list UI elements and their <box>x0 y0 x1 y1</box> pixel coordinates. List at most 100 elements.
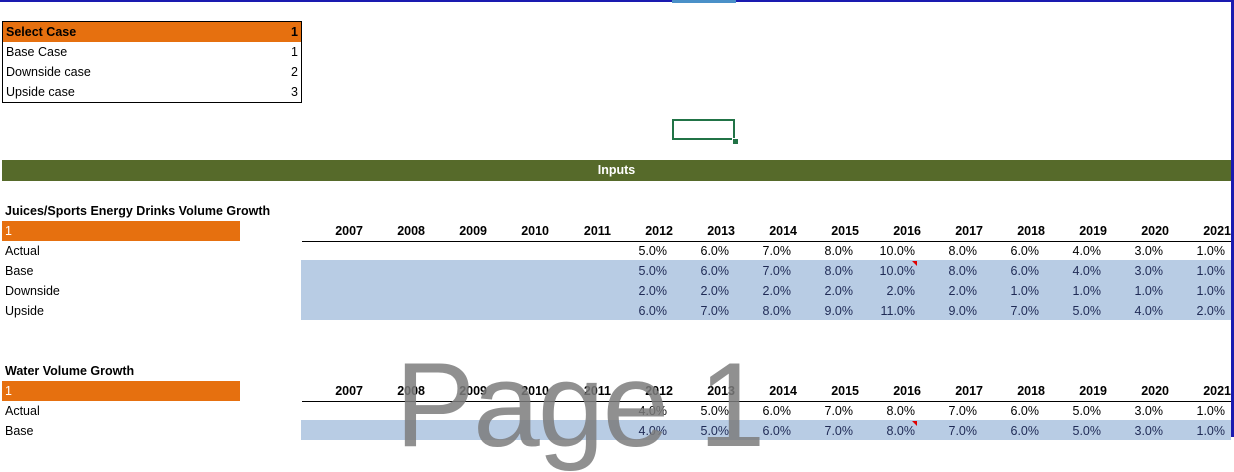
case-option-upside[interactable]: Upside case 3 <box>3 82 301 102</box>
row-label: Upside <box>5 304 44 318</box>
input-value-cell[interactable]: 5.0% <box>700 424 730 438</box>
input-value-cell[interactable]: 1.0% <box>1196 264 1226 278</box>
comment-indicator-icon[interactable] <box>912 421 917 426</box>
input-value-cell[interactable]: 6.0% <box>700 264 730 278</box>
input-value-cell[interactable]: 1.0% <box>1134 284 1164 298</box>
year-header: 2008 <box>397 384 425 398</box>
input-value-cell[interactable]: 2.0% <box>762 284 792 298</box>
year-header: 2021 <box>1203 384 1231 398</box>
year-header: 2017 <box>955 224 983 238</box>
input-value-cell[interactable]: 8.0% <box>948 264 978 278</box>
input-value-cell[interactable]: 8.0% <box>824 264 854 278</box>
input-value-cell[interactable]: 11.0% <box>880 304 915 318</box>
actual-value-cell: 1.0% <box>1196 244 1226 258</box>
input-value-cell[interactable]: 7.0% <box>1010 304 1040 318</box>
comment-indicator-icon[interactable] <box>912 261 917 266</box>
year-header: 2016 <box>893 224 921 238</box>
window-right-border <box>1231 0 1234 437</box>
actual-value-cell: 8.0% <box>948 244 978 258</box>
year-header: 2011 <box>583 384 611 398</box>
input-value-cell[interactable]: 1.0% <box>1196 284 1226 298</box>
scenario-selector-cell[interactable]: 1 <box>2 381 240 401</box>
row-label: Actual <box>5 244 40 258</box>
input-value-cell[interactable]: 8.0% <box>762 304 792 318</box>
input-value-cell[interactable]: 7.0% <box>762 264 792 278</box>
year-header: 2014 <box>769 224 797 238</box>
input-value-cell[interactable]: 7.0% <box>824 424 854 438</box>
input-value-cell[interactable]: 4.0% <box>1134 304 1164 318</box>
year-header: 2009 <box>459 224 487 238</box>
header-underline <box>302 241 1231 242</box>
input-value-cell[interactable]: 6.0% <box>638 304 668 318</box>
year-header: 2019 <box>1079 384 1107 398</box>
select-case-header[interactable]: Select Case 1 <box>3 22 301 42</box>
scenario-selector-cell[interactable]: 1 <box>2 221 240 241</box>
input-value-cell[interactable]: 6.0% <box>762 424 792 438</box>
input-value-cell[interactable]: 3.0% <box>1134 264 1164 278</box>
year-header: 2011 <box>583 224 611 238</box>
year-header: 2018 <box>1017 384 1045 398</box>
input-value-cell[interactable]: 1.0% <box>1196 424 1226 438</box>
select-case-value: 1 <box>291 25 298 39</box>
input-value-cell[interactable]: 4.0% <box>638 424 668 438</box>
actual-value-cell: 1.0% <box>1196 404 1226 418</box>
actual-value-cell: 3.0% <box>1134 404 1164 418</box>
input-value-cell[interactable]: 9.0% <box>824 304 854 318</box>
year-header: 2007 <box>335 224 363 238</box>
case-option-value: 3 <box>291 85 298 99</box>
case-option-value: 1 <box>291 45 298 59</box>
input-value-cell[interactable]: 6.0% <box>1010 264 1040 278</box>
case-option-base[interactable]: Base Case 1 <box>3 42 301 62</box>
actual-value-cell: 8.0% <box>886 404 916 418</box>
year-header: 2010 <box>521 384 549 398</box>
input-value-cell[interactable]: 2.0% <box>948 284 978 298</box>
year-header: 2007 <box>335 384 363 398</box>
case-option-value: 2 <box>291 65 298 79</box>
year-header: 2018 <box>1017 224 1045 238</box>
input-value-cell[interactable]: 10.0% <box>879 264 915 278</box>
actual-value-cell: 7.0% <box>948 404 978 418</box>
year-header: 2012 <box>645 384 673 398</box>
actual-value-cell: 8.0% <box>824 244 854 258</box>
actual-value-cell: 3.0% <box>1134 244 1164 258</box>
actual-value-cell: 6.0% <box>700 244 730 258</box>
input-value-cell[interactable]: 5.0% <box>1072 424 1102 438</box>
input-value-cell[interactable]: 2.0% <box>886 284 916 298</box>
year-header: 2008 <box>397 224 425 238</box>
input-value-cell[interactable]: 7.0% <box>948 424 978 438</box>
window-top-border <box>0 0 1234 2</box>
input-value-cell[interactable]: 5.0% <box>638 264 668 278</box>
input-value-cell[interactable]: 1.0% <box>1010 284 1040 298</box>
row-label: Downside <box>5 284 60 298</box>
year-header: 2015 <box>831 224 859 238</box>
year-header: 2019 <box>1079 224 1107 238</box>
section-title: Juices/Sports Energy Drinks Volume Growt… <box>5 204 271 218</box>
selected-cell[interactable] <box>672 119 735 140</box>
input-value-cell[interactable]: 7.0% <box>700 304 730 318</box>
select-case-table: Select Case 1 Base Case 1 Downside case … <box>2 21 302 103</box>
fill-handle[interactable] <box>732 138 739 145</box>
case-option-label: Base Case <box>6 45 68 59</box>
actual-value-cell: 6.0% <box>1010 404 1040 418</box>
actual-value-cell: 5.0% <box>1072 404 1102 418</box>
case-option-downside[interactable]: Downside case 2 <box>3 62 301 82</box>
input-value-cell[interactable]: 2.0% <box>638 284 668 298</box>
input-value-cell[interactable]: 6.0% <box>1010 424 1040 438</box>
inputs-banner: Inputs <box>2 160 1231 181</box>
input-value-cell[interactable]: 2.0% <box>1196 304 1226 318</box>
year-header: 2010 <box>521 224 549 238</box>
input-value-cell[interactable]: 9.0% <box>948 304 978 318</box>
input-value-cell[interactable]: 5.0% <box>1072 304 1102 318</box>
year-header: 2009 <box>459 384 487 398</box>
year-header: 2020 <box>1141 224 1169 238</box>
year-header: 2020 <box>1141 384 1169 398</box>
input-value-cell[interactable]: 1.0% <box>1072 284 1102 298</box>
input-value-cell[interactable]: 2.0% <box>824 284 854 298</box>
input-value-cell[interactable]: 2.0% <box>700 284 730 298</box>
year-header: 2014 <box>769 384 797 398</box>
input-value-cell[interactable]: 3.0% <box>1134 424 1164 438</box>
input-value-cell[interactable]: 4.0% <box>1072 264 1102 278</box>
year-header: 2017 <box>955 384 983 398</box>
input-value-cell[interactable]: 8.0% <box>886 424 916 438</box>
year-header: 2012 <box>645 224 673 238</box>
